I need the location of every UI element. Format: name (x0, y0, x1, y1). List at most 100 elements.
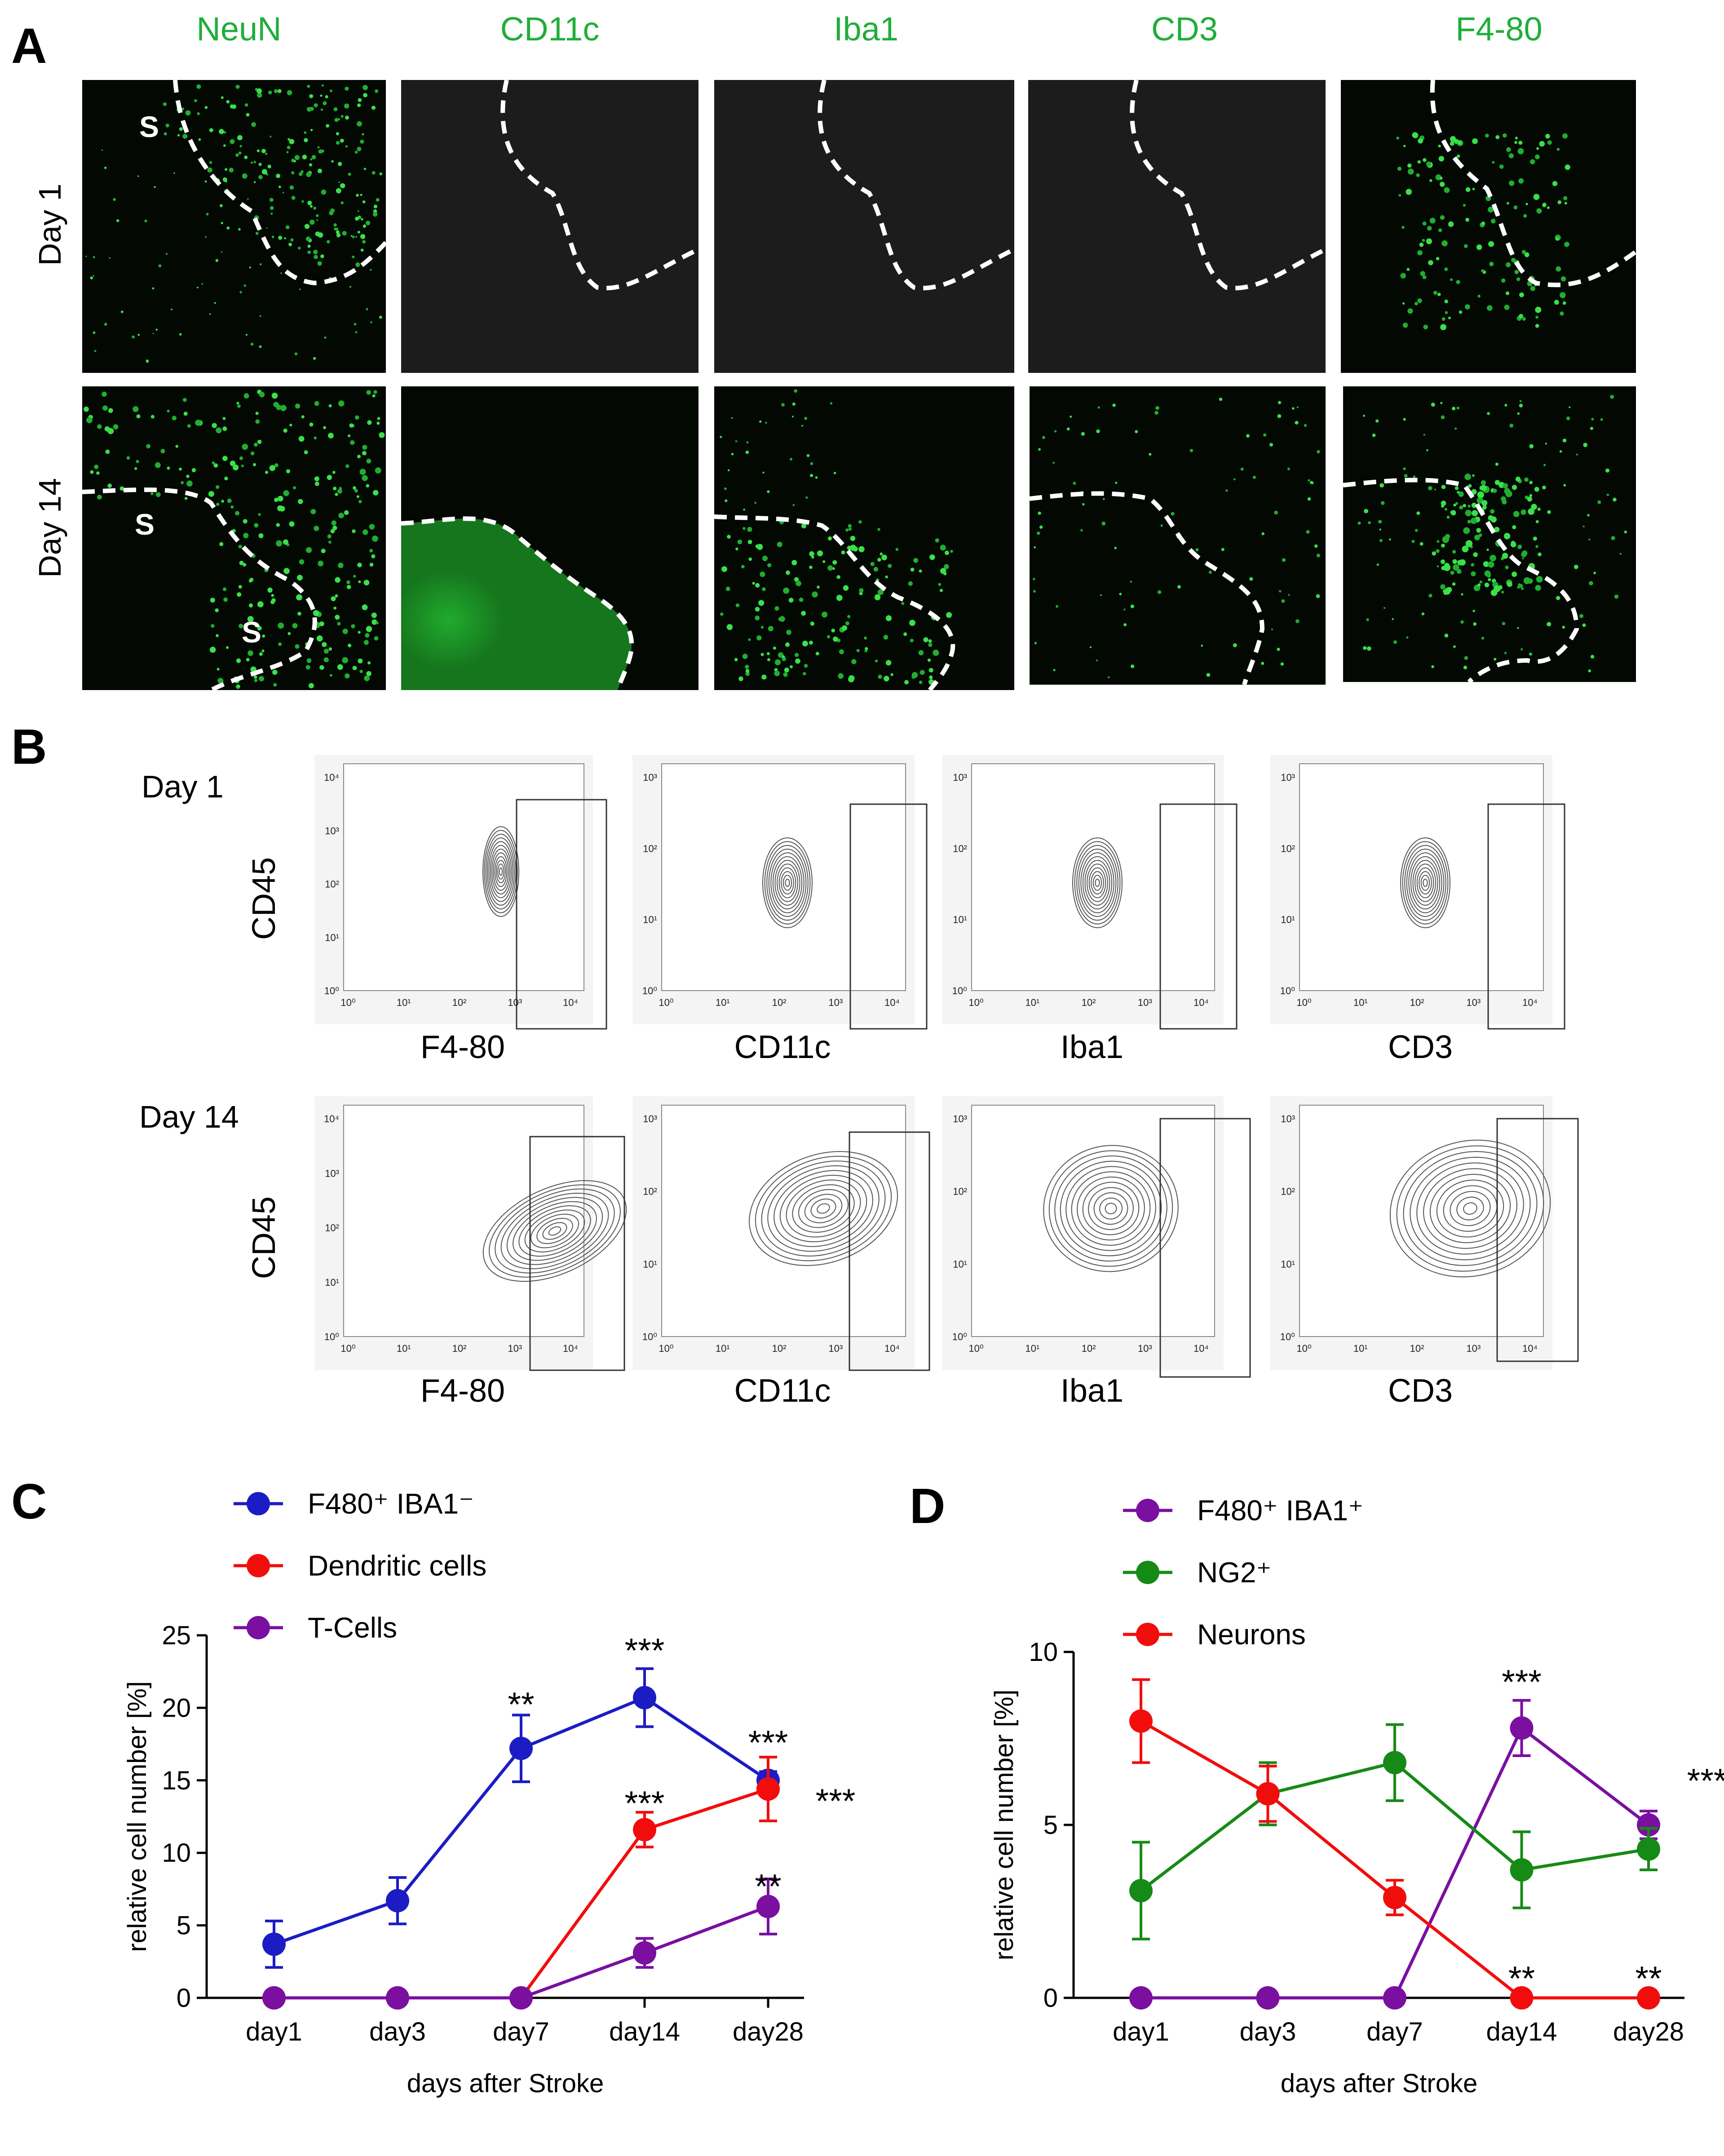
fluorescent-cell (1379, 528, 1381, 531)
fluorescent-cell (362, 445, 367, 450)
fluorescent-cell (258, 163, 262, 166)
fluorescent-cell (302, 155, 307, 159)
flow-plot: 10⁰ 10¹ 10² 10³ 10⁰ 10¹ 10² 10³ 10⁴ Iba1 (942, 755, 1238, 1065)
fluorescent-cell (363, 93, 367, 97)
fluorescent-cell (929, 675, 933, 679)
fluorescent-cell (1521, 553, 1525, 557)
fluorescent-cell (1042, 436, 1045, 439)
fluorescent-cell (755, 607, 760, 612)
fluorescent-cell (1378, 520, 1382, 524)
fluorescent-cell (366, 626, 372, 632)
fluorescent-cell (1474, 535, 1480, 540)
fluorescent-cell (795, 653, 799, 657)
fluorescent-cell (1528, 508, 1535, 515)
data-point (756, 1777, 780, 1801)
fluorescent-cell (350, 235, 353, 237)
fluorescent-cell (1473, 552, 1478, 557)
fluorescent-cell (880, 552, 883, 556)
fluorescent-cell (298, 499, 303, 505)
fluorescent-cell (250, 451, 255, 456)
contour-line (495, 1188, 615, 1274)
fluorescent-cell (1233, 643, 1237, 647)
fluorescent-cell (929, 554, 935, 560)
fluorescent-cell (372, 394, 376, 398)
fluorescent-cell (213, 463, 218, 468)
fluorescent-cell (848, 527, 852, 531)
fluorescent-cell (1438, 228, 1442, 232)
fluorescent-cell (1521, 587, 1524, 590)
contour-line (518, 1205, 591, 1257)
fluorescent-cell (1536, 208, 1542, 214)
fluorescent-cell (1463, 665, 1468, 670)
fluorescent-cell (358, 631, 361, 634)
flow-x-tick: 10⁴ (1522, 1343, 1538, 1354)
fluorescent-cell (1448, 221, 1454, 227)
fluorescent-cell (1450, 510, 1456, 516)
fluorescent-cell (1364, 509, 1369, 514)
fluorescent-cell (212, 423, 217, 428)
contour-line (749, 1151, 898, 1266)
fluorescent-cell (195, 420, 201, 426)
data-point (756, 1895, 780, 1918)
fluorescent-cell (1515, 476, 1521, 482)
fluorescent-cell (1219, 398, 1223, 401)
fluorescent-cell (239, 456, 243, 460)
fluorescent-cell (326, 124, 330, 128)
contour-line (804, 1194, 843, 1223)
contour-line (1416, 1162, 1524, 1255)
fluorescent-cell (1606, 493, 1609, 496)
significance-stars: ** (755, 1868, 781, 1906)
fluorescent-cell (1486, 549, 1489, 551)
fluorescent-cell (745, 451, 749, 454)
fluorescent-cell (357, 121, 362, 127)
fluorescent-cell (1518, 178, 1524, 184)
fluorescent-cell (1502, 133, 1507, 138)
fluorescent-cell (352, 665, 357, 670)
fluorescent-cell (1080, 529, 1083, 532)
fluorescent-cell (1412, 132, 1418, 138)
contour-line (1084, 860, 1110, 906)
x-tick-label: day7 (1366, 2017, 1423, 2046)
flow-plot-area (343, 1105, 584, 1337)
fluorescent-cell (235, 153, 239, 157)
fluorescent-cell (1054, 430, 1057, 433)
fluorescent-cell (1316, 594, 1320, 598)
fluorescent-cell (338, 513, 344, 518)
flow-plot: 10⁰ 10¹ 10² 10³ 10⁰ 10¹ 10² 10³ 10⁴ CD3 (1270, 1096, 1579, 1409)
fluorescent-cell (938, 583, 942, 586)
fluorescent-cell (1441, 500, 1446, 506)
contour-line (782, 875, 792, 891)
micrograph-f480-day14 (1343, 386, 1636, 682)
fluorescent-cell (207, 167, 212, 173)
fluorescent-cell (221, 96, 224, 99)
data-point (633, 1686, 656, 1709)
fluorescent-cell (864, 636, 867, 640)
fluorescent-cell (1053, 669, 1056, 671)
contour-line (1408, 852, 1442, 913)
fluorescent-cell (1517, 148, 1524, 155)
fluorescent-cell (209, 313, 211, 315)
fluorescent-cell (259, 263, 262, 266)
fluorescent-cell (928, 639, 932, 643)
significance-stars: *** (748, 1724, 788, 1762)
fluorescent-cell (1488, 578, 1491, 581)
contour-line (1071, 1171, 1151, 1246)
fluorescent-cell (151, 133, 155, 137)
flow-y-tick: 10² (953, 1186, 967, 1197)
flow-plot-area (661, 763, 906, 991)
legend-marker (247, 1492, 270, 1515)
fluorescent-cell (370, 321, 372, 323)
panel-label-c: C (11, 1474, 47, 1529)
flow-x-tick: 10² (1082, 1343, 1096, 1354)
fluorescent-cell (1304, 424, 1307, 427)
fluorescent-cell (721, 566, 727, 572)
fluorescent-cell (760, 571, 765, 577)
fluorescent-cell (1422, 275, 1427, 279)
fluorescent-cell (171, 309, 172, 310)
fluorescent-cell (259, 315, 261, 317)
fluorescent-cell (838, 673, 844, 679)
contour-line (1088, 1187, 1134, 1230)
fluorescent-cell (1208, 571, 1212, 574)
column-header-iba1: Iba1 (834, 10, 898, 48)
